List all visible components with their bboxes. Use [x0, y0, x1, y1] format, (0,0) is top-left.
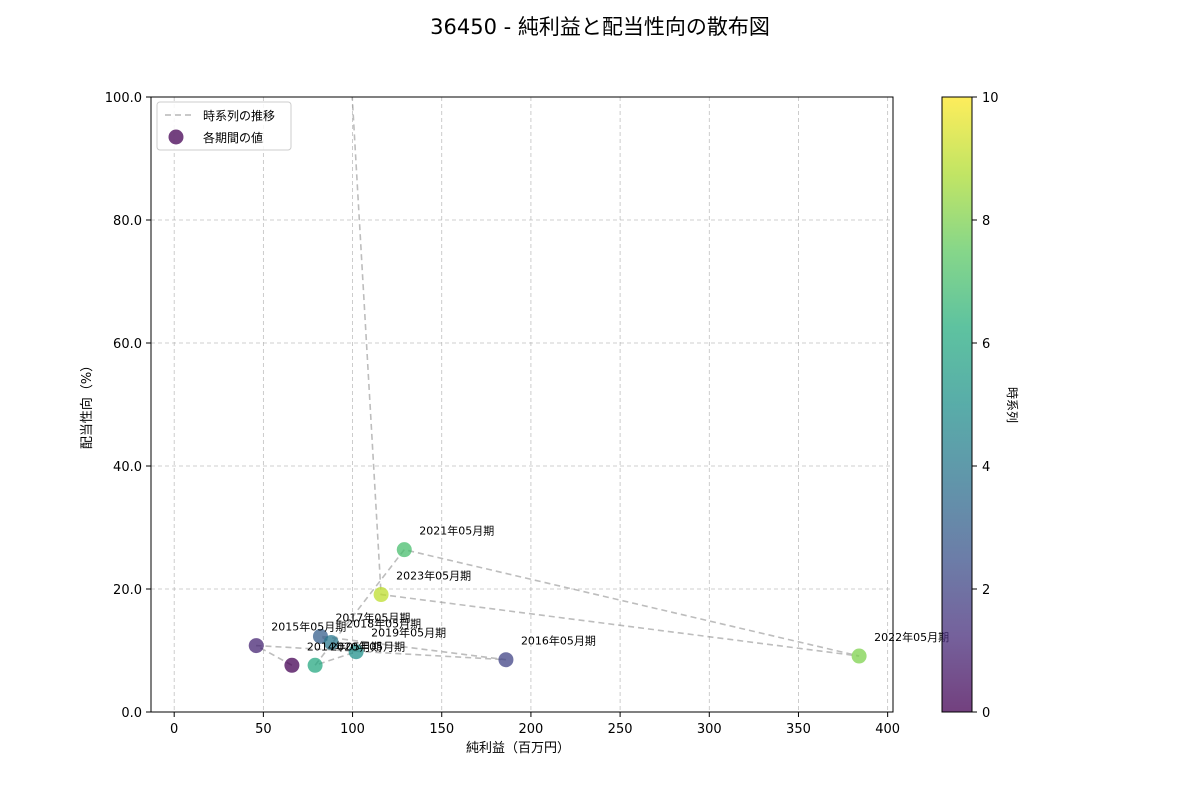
- colorbar-tick-label: 4: [982, 460, 990, 475]
- legend-points-label: 各期間の値: [203, 130, 263, 145]
- x-tick-label: 100: [340, 722, 365, 737]
- data-point: [851, 648, 867, 664]
- colorbar-tick-label: 0: [982, 706, 990, 721]
- x-axis-label: 純利益（百万円）: [466, 741, 570, 756]
- colorbar-tick-label: 2: [982, 583, 990, 598]
- data-point-label: 2022年05月期: [874, 630, 949, 644]
- grid-lines: [151, 96, 893, 713]
- colorbar-label: 時系列: [1005, 387, 1019, 423]
- data-point-label: 2021年05月期: [419, 524, 494, 538]
- y-tick-label: 0.0: [121, 706, 142, 721]
- y-axis-ticks: 0.0 20.0 40.0 60.0 80.0 100.0: [105, 91, 151, 721]
- data-point: [323, 635, 339, 651]
- x-tick-label: 250: [608, 722, 633, 737]
- colorbar-tick-label: 8: [982, 214, 990, 229]
- data-point-label: 2016年05月期: [521, 634, 596, 648]
- data-points-layer: [248, 65, 867, 673]
- data-point-label: 2020年05月期: [330, 639, 405, 653]
- legend-points-swatch: [168, 129, 184, 145]
- chart-title: 36450 - 純利益と配当性向の散布図: [430, 15, 770, 39]
- data-point: [348, 644, 364, 660]
- data-point-label: 2017年05月期: [335, 610, 410, 624]
- colorbar-frame: [941, 96, 973, 713]
- data-point: [307, 657, 323, 673]
- x-tick-label: 300: [697, 722, 722, 737]
- y-tick-label: 100.0: [105, 91, 142, 106]
- data-point-label: 2023年05月期: [396, 569, 471, 583]
- point-annotations: 2014年05月期 2015年05月期 2016年05月期 2017年05月期2018…: [271, 524, 949, 654]
- y-tick-label: 60.0: [113, 337, 142, 352]
- data-point-label: 2015年05月期: [271, 620, 346, 634]
- data-point-label: 2018年05月期: [346, 617, 421, 631]
- colorbar-tick-label: 6: [982, 337, 990, 352]
- data-point-label: 2014年05月期: [307, 639, 382, 653]
- colorbar-tick-label: 10: [982, 91, 999, 106]
- plot-frame: [150, 96, 894, 713]
- y-tick-label: 20.0: [113, 583, 142, 598]
- trend-line: [255, 97, 860, 667]
- y-axis-label: 配当性向（%）: [79, 359, 95, 449]
- data-point: [396, 542, 412, 558]
- data-point: [284, 657, 300, 673]
- data-point: [498, 652, 514, 668]
- legend-box: [156, 101, 292, 151]
- data-point: [248, 638, 264, 654]
- x-tick-label: 400: [875, 722, 900, 737]
- y-tick-label: 80.0: [113, 214, 142, 229]
- legend: 時系列の推移 各期間の値: [156, 101, 292, 151]
- x-tick-label: 50: [255, 722, 272, 737]
- y-tick-label: 40.0: [113, 460, 142, 475]
- data-point-label: 2019年05月期: [371, 626, 446, 640]
- x-axis-ticks: 0 50 100 150 200 250 300 350 400: [170, 712, 900, 737]
- x-tick-label: 0: [170, 722, 178, 737]
- x-tick-label: 200: [519, 722, 544, 737]
- colorbar-ticks: 0 2 4 6 8 10: [972, 91, 999, 721]
- data-point: [343, 65, 358, 80]
- data-point: [373, 587, 389, 603]
- legend-trend-label: 時系列の推移: [203, 109, 275, 123]
- trend-line-layer: [255, 97, 860, 667]
- colorbar-gradient: [942, 97, 972, 712]
- colorbar: 0 2 4 6 8 10 時系列: [941, 91, 1019, 721]
- x-tick-label: 150: [429, 722, 454, 737]
- x-tick-label: 350: [786, 722, 811, 737]
